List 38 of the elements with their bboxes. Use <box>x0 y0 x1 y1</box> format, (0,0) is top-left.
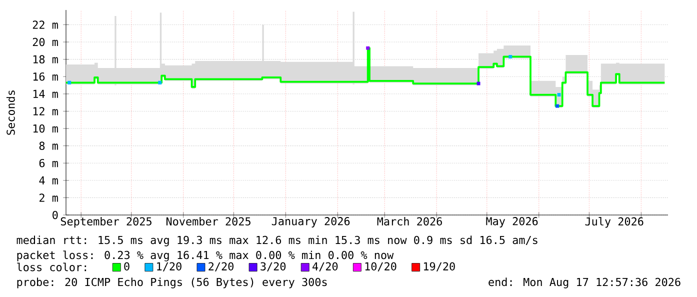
point <box>557 93 561 97</box>
y-tick-label: 12 m <box>33 107 58 116</box>
point <box>556 104 560 108</box>
point <box>158 80 162 84</box>
x-tick-label: July 2026 <box>585 217 644 228</box>
y-tick-label: 14 m <box>33 90 58 98</box>
legend-label: 2/20 <box>208 262 234 272</box>
legend-label: 4/20 <box>312 262 338 272</box>
x-tick-label: January 2026 <box>272 217 350 228</box>
legend-label: 19/20 <box>424 262 455 272</box>
legend-label: 10/20 <box>365 262 396 272</box>
legend-label: 3/20 <box>260 262 286 272</box>
point <box>476 82 480 86</box>
text: packet loss: 0.23 % avg 16.41 % max 0.00 % min 0.00 % now <box>17 250 394 262</box>
y-tick-label: 18 m <box>33 55 58 64</box>
y-tick-label: 6 m <box>39 158 58 168</box>
text: end: Mon Aug 17 12:57:36 2026 <box>488 278 680 288</box>
point <box>366 46 370 50</box>
y-tick-label: 20 m <box>32 38 58 46</box>
y-tick-label: 8 m <box>39 142 58 150</box>
y-tick-label: 16 m <box>33 72 58 81</box>
x-tick-label: May 2026 <box>486 217 538 228</box>
point <box>508 54 512 58</box>
y-tick-label: 2 m <box>40 194 58 202</box>
x-tick-label: September 2025 <box>60 217 152 228</box>
y-tick-label: 22 m <box>32 20 58 29</box>
x-tick-label: March 2026 <box>377 217 442 226</box>
text: median rtt: 15.5 ms avg 19.3 ms max 12.6 ms min 15.3 ms now 0.9 ms sd 16.5 am/s <box>16 236 538 246</box>
y-tick-label: 4 m <box>39 176 58 184</box>
legend-title: loss color: <box>17 262 86 272</box>
x-tick-label: November 2025 <box>166 217 250 226</box>
y-tick-label: 0 <box>52 210 58 220</box>
y-tick-label: 10 m <box>33 124 58 133</box>
text: probe: 20 ICMP Echo Pings (56 Bytes) every 300s <box>17 278 327 288</box>
legend-label: 0 <box>124 262 130 270</box>
point <box>68 80 72 84</box>
y-axis-title: Seconds <box>6 90 15 135</box>
legend-label: 1/20 <box>157 262 182 272</box>
